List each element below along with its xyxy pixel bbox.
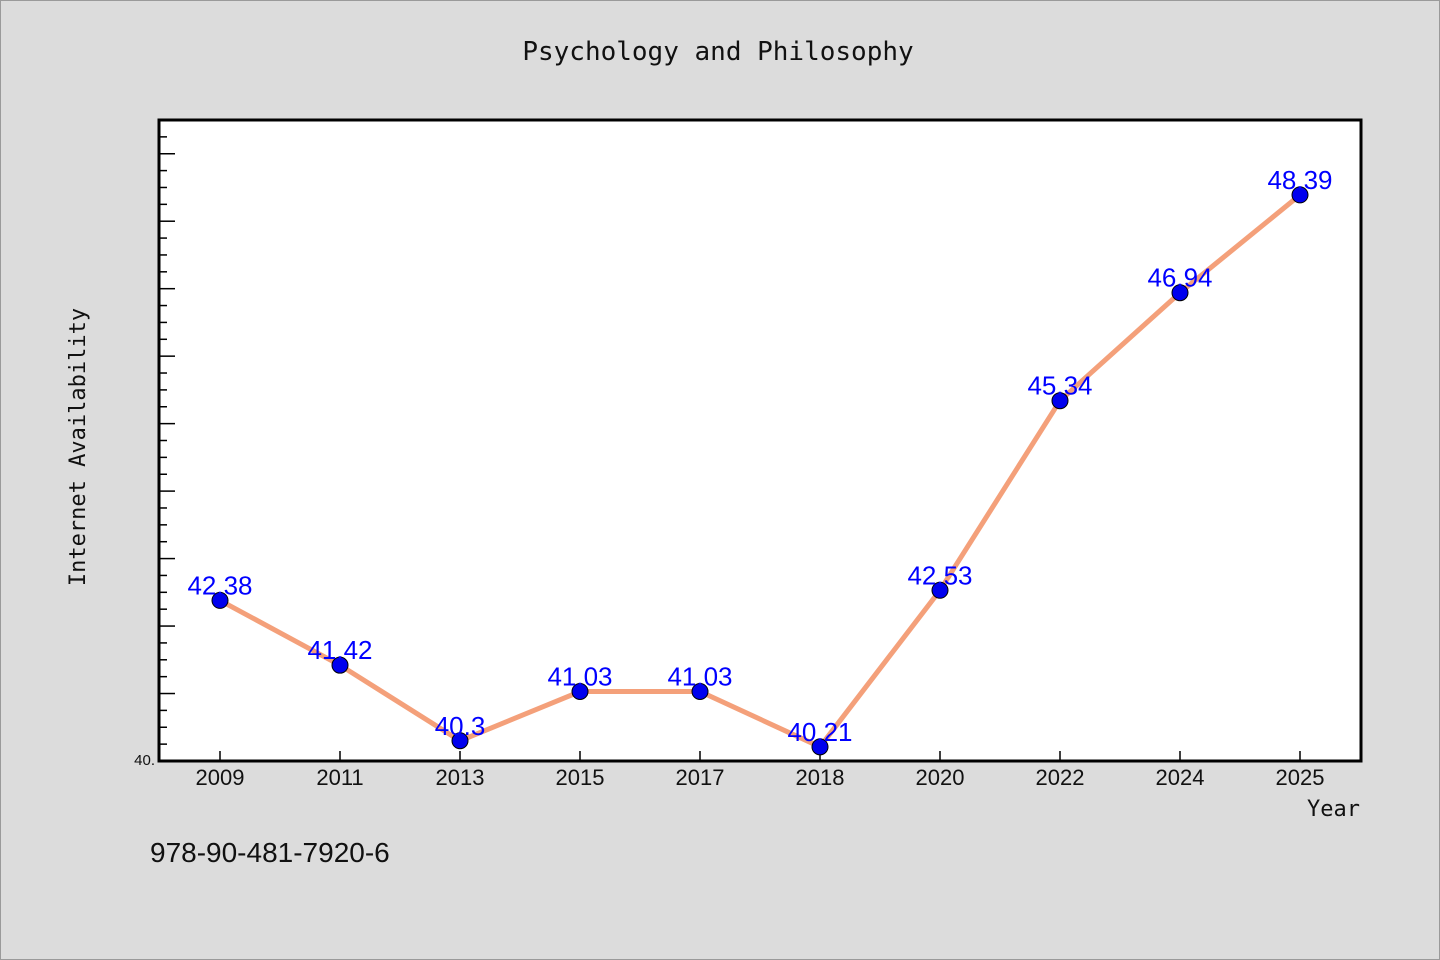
data-point	[211, 591, 229, 609]
data-point	[571, 683, 589, 701]
data-label: 41.03	[667, 662, 732, 692]
isbn-text: 978-90-481-7920-6	[150, 837, 390, 868]
x-tick-label: 2011	[316, 765, 363, 790]
x-axis-label: Year	[1307, 797, 1360, 822]
x-tick-label: 2022	[1036, 765, 1085, 790]
data-point	[691, 683, 709, 701]
plot-area	[157, 118, 1363, 763]
data-point	[451, 732, 469, 750]
marker-group	[211, 186, 1309, 756]
data-point	[811, 738, 829, 756]
data-point	[931, 581, 949, 599]
data-label-group: 42.38 41.42 40.3 41.03 41.03 40.21 42.53 45.34 4…	[187, 165, 1332, 747]
data-label: 46.94	[1147, 263, 1212, 293]
x-tick-label: 2009	[196, 765, 245, 790]
data-label: 40.3	[435, 711, 486, 741]
x-axis-ticks: 2009 2011 2013 2015 2017 2018 2020 2022 2024 2025	[196, 751, 1325, 790]
data-label: 41.03	[547, 662, 612, 692]
x-tick-label: 2024	[1156, 765, 1205, 790]
x-tick-label: 2025	[1276, 765, 1325, 790]
x-tick-label: 2018	[796, 765, 845, 790]
y-axis-label: Internet Availability	[66, 308, 91, 586]
data-label: 41.42	[307, 635, 372, 665]
x-tick-label: 2013	[436, 765, 485, 790]
data-label: 42.38	[187, 570, 252, 600]
data-point	[1171, 284, 1189, 302]
x-tick-label: 2015	[556, 765, 605, 790]
y-tick-label: 40.	[134, 752, 155, 769]
data-point	[1051, 392, 1069, 410]
x-tick-label: 2017	[676, 765, 725, 790]
data-point	[1291, 186, 1309, 204]
data-label: 45.34	[1027, 371, 1092, 401]
data-label: 42.53	[907, 560, 972, 590]
series-line	[217, 192, 1303, 750]
data-label: 40.21	[787, 717, 852, 747]
y-axis-ticks	[159, 119, 175, 762]
data-label: 48.39	[1267, 165, 1332, 195]
x-tick-label: 2020	[916, 765, 965, 790]
series-line-group	[217, 192, 1303, 750]
data-point	[331, 656, 349, 674]
chart-title: Psychology and Philosophy	[522, 37, 913, 67]
